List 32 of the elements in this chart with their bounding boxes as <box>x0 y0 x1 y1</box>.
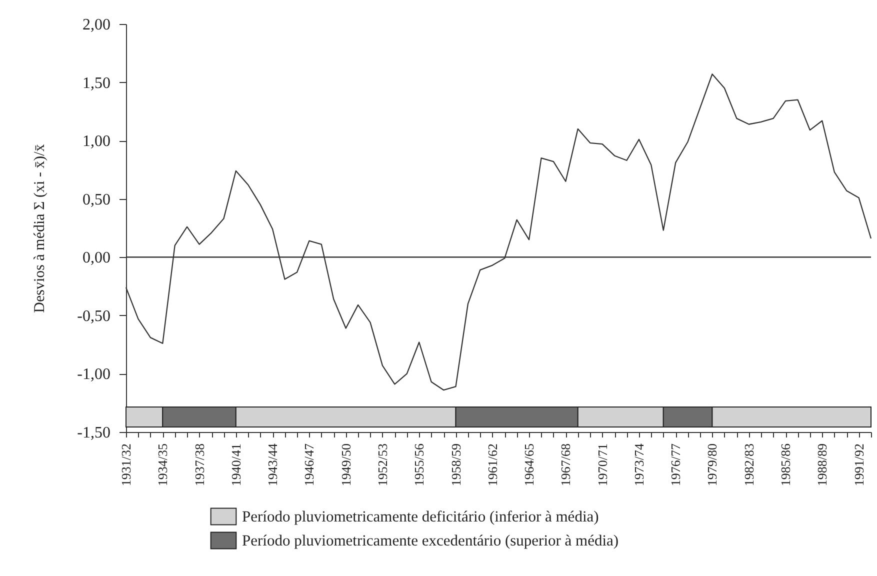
x-tick-label: 1973/74 <box>631 443 646 486</box>
x-tick-label: 1940/41 <box>228 444 244 486</box>
y-tick-label: 1,00 <box>82 133 110 150</box>
x-tick-label: 1931/32 <box>118 444 134 486</box>
x-tick-label: 1943/44 <box>265 443 280 486</box>
y-tick-label: 1,50 <box>82 74 110 92</box>
y-tick-label: 0,50 <box>82 191 110 208</box>
x-tick-label: 1946/47 <box>302 443 317 486</box>
x-tick-label: 1961/62 <box>484 444 500 486</box>
y-tick-label: -0,50 <box>77 308 110 325</box>
x-tick-label: 1964/65 <box>522 444 537 486</box>
legend-label: Período pluviometricamente deficitário (inferior à média) <box>242 508 599 526</box>
legend-label: Período pluviometricamente excedentário (superior à média) <box>242 532 619 550</box>
x-tick-label: 1958/59 <box>448 444 464 486</box>
x-tick-label: 1988/89 <box>814 444 830 486</box>
x-tick-label: 1979/80 <box>704 444 720 486</box>
y-axis-title: Desvios à média Σ (xi - x̄)/x̄ <box>32 144 48 313</box>
x-tick-label: 1949/50 <box>338 444 354 486</box>
x-tick-label: 1952/53 <box>374 444 390 486</box>
x-tick-label: 1985/86 <box>778 443 794 486</box>
x-tick-label: 1991/92 <box>851 444 866 486</box>
x-tick-label: 1937/38 <box>192 444 207 486</box>
y-tick-label: 2,00 <box>82 16 110 34</box>
x-tick-label: 1970/71 <box>594 444 610 486</box>
x-tick-label: 1967/68 <box>558 444 574 486</box>
x-tick-label: 1976/77 <box>668 443 684 486</box>
x-tick-label: 1955/56 <box>412 443 427 486</box>
x-tick-label: 1934/35 <box>155 444 170 486</box>
x-tick-label: 1982/83 <box>741 444 756 486</box>
y-tick-label: -1,50 <box>77 424 110 442</box>
y-tick-label: 0,00 <box>82 250 110 267</box>
y-tick-label: -1,00 <box>77 366 110 384</box>
